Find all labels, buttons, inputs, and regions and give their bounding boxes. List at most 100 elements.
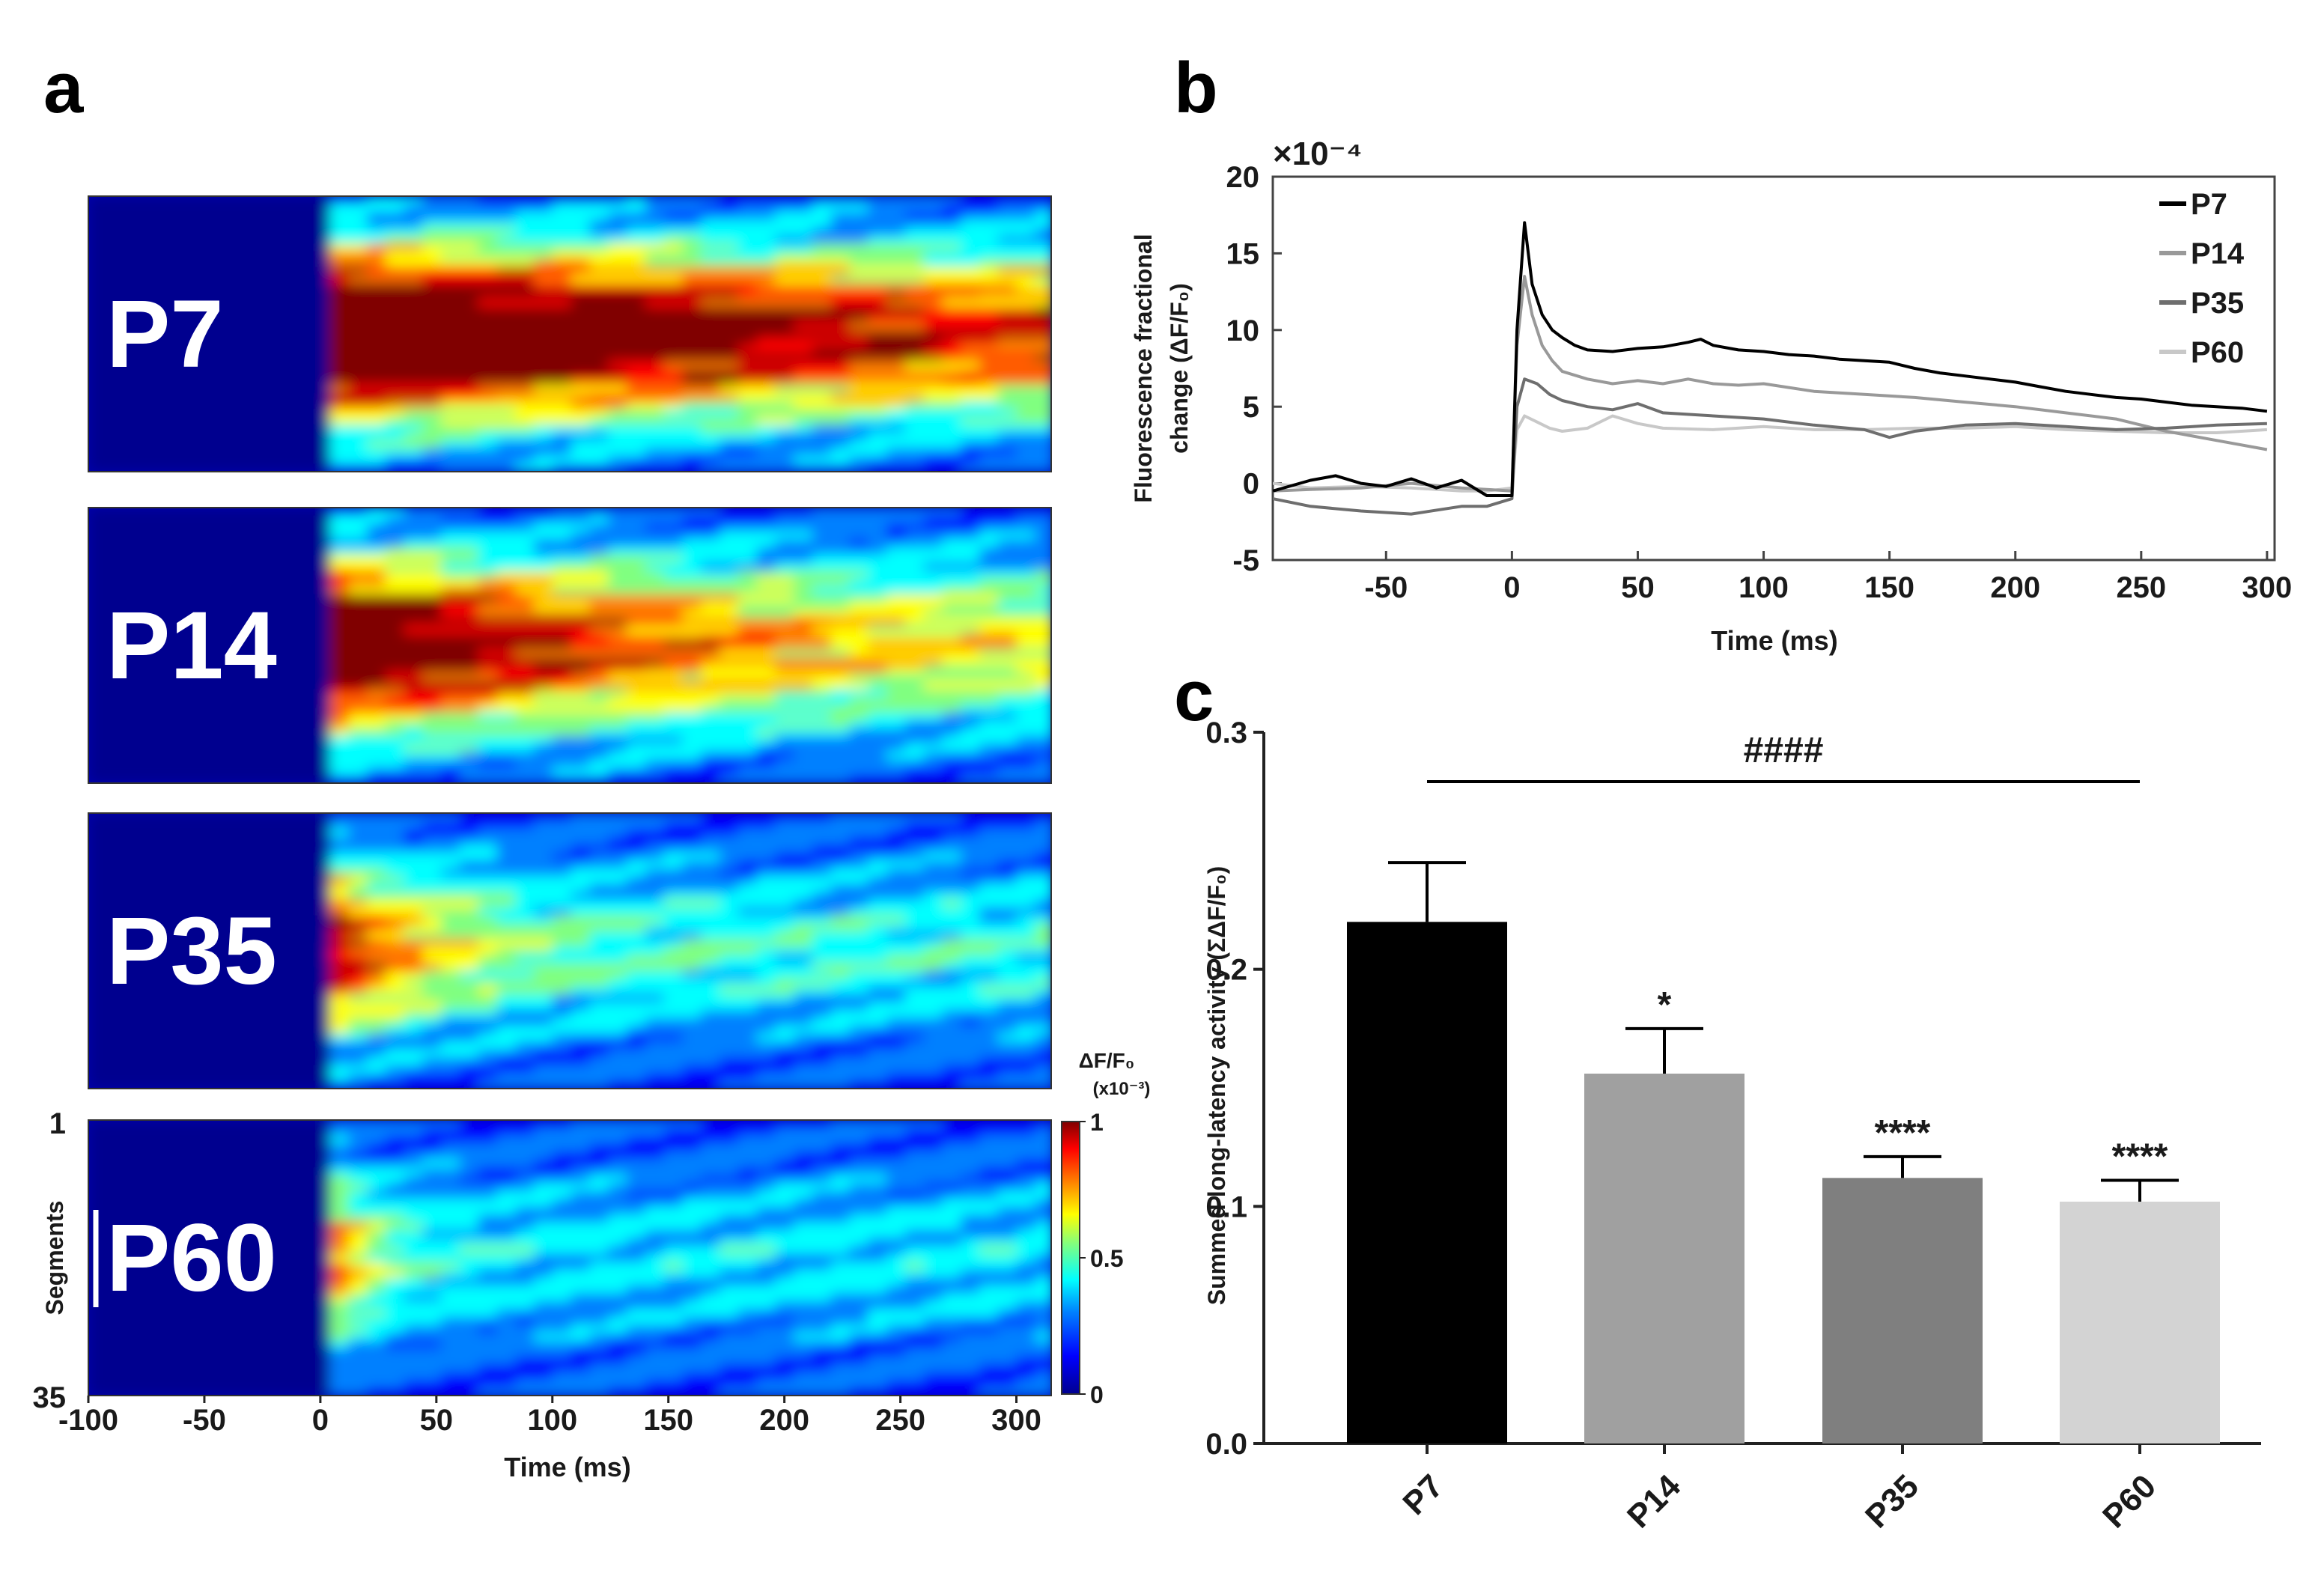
- heatmap-cell: [181, 845, 201, 854]
- heatmap-cell: [552, 767, 572, 776]
- heatmap-cell: [923, 424, 943, 433]
- heatmap-cell: [125, 555, 145, 564]
- heatmap-cell: [329, 515, 349, 524]
- heatmap-cell: [663, 555, 684, 564]
- heatmap-cell: [886, 845, 906, 854]
- heatmap-cell: [645, 735, 665, 745]
- heatmap-cell: [237, 1002, 256, 1011]
- heatmap-cell: [329, 578, 349, 587]
- heatmap-cell: [144, 377, 163, 386]
- heatmap-cell: [886, 547, 906, 556]
- heatmap-cell: [106, 665, 127, 674]
- heatmap-cell: [181, 696, 201, 705]
- heatmap-cell: [273, 298, 293, 307]
- heatmap-cell: [311, 743, 331, 752]
- heatmap-cell: [886, 594, 906, 603]
- heatmap-cell: [868, 306, 887, 315]
- heatmap-cell: [292, 463, 312, 472]
- heatmap-cell: [701, 915, 720, 924]
- heatmap-cell: [701, 1002, 720, 1011]
- heatmap-cell: [515, 735, 535, 745]
- heatmap-cell: [756, 416, 776, 425]
- heatmap-cell: [942, 978, 961, 988]
- heatmap-cell: [292, 562, 312, 571]
- heatmap-cell: [1016, 578, 1036, 587]
- heatmap-cell: [329, 986, 349, 995]
- heatmap-cell: [404, 314, 423, 323]
- heatmap-cell: [942, 836, 961, 845]
- heatmap-cell: [144, 994, 163, 1003]
- heatmap-cell: [682, 416, 702, 425]
- heatmap-cell: [979, 955, 999, 964]
- heatmap-cell: [385, 970, 405, 979]
- heatmap-cell: [199, 939, 219, 948]
- heatmap-cell: [942, 586, 961, 595]
- heatmap-cell: [719, 994, 739, 1003]
- heatmap-cell: [329, 385, 349, 394]
- heatmap-cell: [701, 868, 720, 877]
- heatmap-cell: [459, 986, 479, 995]
- heatmap-cell: [868, 728, 887, 737]
- heatmap-cell: [218, 609, 238, 618]
- heatmap-cell: [849, 385, 869, 394]
- heatmap-cell: [311, 712, 331, 721]
- heatmap-cell: [106, 235, 127, 244]
- heatmap-cell: [682, 609, 702, 618]
- heatmap-cell: [255, 751, 275, 761]
- heatmap-cell: [737, 712, 758, 721]
- heatmap-cell: [626, 456, 646, 465]
- heatmap-cell: [812, 986, 832, 995]
- heatmap-cell: [273, 539, 293, 548]
- heatmap-cell: [162, 813, 182, 822]
- heatmap-cell: [645, 649, 665, 658]
- heatmap-cell: [756, 923, 776, 932]
- heatmap-cell: [886, 377, 906, 386]
- heatmap-cell: [961, 212, 980, 221]
- heatmap-cell: [830, 625, 851, 634]
- heatmap-cell: [385, 267, 405, 276]
- heatmap-cell: [868, 602, 887, 611]
- heatmap-cell: [1016, 657, 1036, 666]
- heatmap-cell: [311, 243, 331, 252]
- heatmap-cell: [589, 456, 609, 465]
- heatmap-cell: [366, 735, 386, 745]
- heatmap-cell: [812, 688, 832, 698]
- heatmap-cell: [868, 259, 887, 268]
- heatmap-cell: [237, 275, 256, 284]
- heatmap-cell: [571, 728, 591, 737]
- heatmap-cell: [255, 1009, 275, 1019]
- heatmap-cell: [255, 204, 275, 213]
- heatmap-cell: [923, 633, 943, 642]
- heatmap-cell: [608, 531, 627, 540]
- heatmap-cell: [794, 955, 813, 964]
- heatmap-cell: [608, 649, 627, 658]
- heatmap-cell: [125, 821, 145, 830]
- heatmap-cell: [534, 845, 553, 854]
- heatmap-cell: [255, 594, 275, 603]
- heatmap-cell: [255, 448, 275, 457]
- heatmap-cell: [162, 602, 182, 611]
- heatmap-cell: [404, 547, 423, 556]
- heatmap-cell: [904, 290, 925, 299]
- heatmap-cell: [979, 1002, 999, 1011]
- heatmap-cell: [886, 892, 906, 901]
- heatmap-cell: [961, 618, 980, 627]
- heatmap-cell: [106, 899, 127, 908]
- heatmap-cell: [979, 562, 999, 571]
- heatmap-cell: [218, 845, 238, 854]
- heatmap-cell: [886, 219, 906, 228]
- heatmap-cell: [273, 868, 293, 877]
- heatmap-cell: [162, 463, 182, 472]
- heatmap-cell: [923, 439, 943, 449]
- heatmap-cell: [199, 275, 219, 284]
- heatmap-cell: [756, 228, 776, 237]
- heatmap-cell: [608, 314, 627, 323]
- heatmap-cell: [682, 641, 702, 650]
- heatmap-cell: [255, 306, 275, 315]
- heatmap-cell: [292, 259, 312, 268]
- heatmap-cell: [422, 602, 442, 611]
- heatmap-cell: [571, 448, 591, 457]
- heatmap-cell: [385, 439, 405, 449]
- heatmap-cell: [144, 618, 163, 627]
- heatmap-cell: [1035, 625, 1051, 634]
